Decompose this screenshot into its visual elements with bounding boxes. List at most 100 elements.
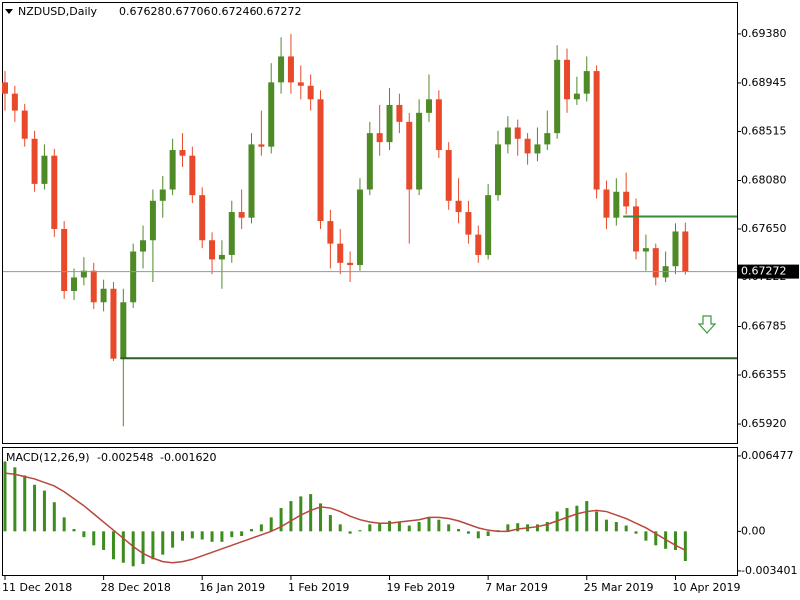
macd-bar xyxy=(595,511,599,532)
candle-body xyxy=(416,112,423,190)
macd-bar xyxy=(407,525,411,532)
y-tick-label: 0.68515 xyxy=(741,124,787,137)
macd-y-tick-label: 0.006477 xyxy=(741,449,794,462)
candle-body xyxy=(268,82,275,147)
macd-bar xyxy=(565,508,569,532)
macd-bar xyxy=(437,519,441,532)
macd-bar xyxy=(516,523,520,532)
macd-bar xyxy=(151,531,155,560)
candle-body xyxy=(199,195,206,241)
macd-bar xyxy=(378,523,382,532)
candle-body xyxy=(21,110,28,139)
macd-bar xyxy=(486,531,490,537)
macd-bar xyxy=(654,531,658,546)
macd-bar xyxy=(200,531,204,540)
macd-bar xyxy=(180,531,184,541)
candle-body xyxy=(159,189,166,201)
macd-bar xyxy=(338,524,342,532)
macd-bar xyxy=(683,531,687,562)
y-tick-label: 0.68080 xyxy=(741,173,787,186)
macd-bar xyxy=(348,531,352,534)
macd-bar xyxy=(506,524,510,532)
candle-body xyxy=(514,127,521,139)
macd-bar xyxy=(111,531,115,560)
candle-body xyxy=(376,133,383,143)
header-high: 0.67706 xyxy=(165,5,211,18)
macd-signal: -0.001620 xyxy=(160,451,216,464)
macd-main: -0.002548 xyxy=(97,451,153,464)
macd-bar xyxy=(190,531,194,539)
macd-bar xyxy=(624,525,628,532)
macd-bar xyxy=(269,517,273,532)
x-tick-label: 16 Jan 2019 xyxy=(199,581,265,594)
macd-label: MACD(12,26,9) xyxy=(6,451,90,464)
macd-bar xyxy=(328,515,332,532)
candle-body xyxy=(317,99,324,222)
macd-bar xyxy=(42,490,46,532)
candle-body xyxy=(593,71,600,190)
candle-body xyxy=(613,191,620,218)
macd-bar xyxy=(634,531,638,534)
macd-bar xyxy=(131,531,135,567)
candle-body xyxy=(425,99,432,113)
candle-body xyxy=(2,82,8,94)
macd-bar xyxy=(535,524,539,532)
candle-body xyxy=(495,144,501,196)
macd-bar xyxy=(141,531,145,564)
candle-body xyxy=(149,200,156,241)
macd-bar xyxy=(614,522,618,532)
macd-bar xyxy=(52,502,56,532)
candle-body xyxy=(179,150,186,156)
sell-arrow xyxy=(697,315,717,334)
macd-bar xyxy=(72,529,76,532)
macd-bar xyxy=(319,503,323,532)
macd-bar xyxy=(23,475,27,532)
candle-body xyxy=(445,150,452,201)
x-tick-label: 7 Mar 2019 xyxy=(485,581,548,594)
candle-body xyxy=(337,243,344,263)
candle-body xyxy=(51,155,58,229)
candle-body xyxy=(682,231,689,272)
current-price-label: 0.67272 xyxy=(741,265,787,278)
macd-bar xyxy=(417,522,421,532)
candle-body xyxy=(603,189,610,218)
menu-triangle[interactable] xyxy=(5,9,13,14)
macd-bar xyxy=(673,531,677,550)
candle-body xyxy=(287,56,294,83)
candle-body xyxy=(356,189,363,266)
macd-bar xyxy=(33,484,37,532)
candle-body xyxy=(189,155,196,196)
x-tick-label: 10 Apr 2019 xyxy=(672,581,740,594)
candle-body xyxy=(80,270,87,278)
candle-body xyxy=(61,228,68,291)
x-tick-label: 19 Feb 2019 xyxy=(387,581,455,594)
macd-bar xyxy=(92,531,96,546)
header-open: 0.67628 xyxy=(119,5,165,18)
candle-body xyxy=(169,150,176,190)
candle-body xyxy=(297,82,304,86)
header-close: 0.67272 xyxy=(256,5,302,18)
candle-body xyxy=(238,212,245,218)
candle-body xyxy=(209,240,216,260)
candle-body xyxy=(534,144,541,154)
macd-bar xyxy=(309,494,313,532)
y-tick-label: 0.67650 xyxy=(741,222,787,235)
candle-body xyxy=(652,248,659,278)
macd-bar xyxy=(457,529,461,532)
candle-body xyxy=(435,99,442,151)
candle-body xyxy=(130,251,137,303)
x-tick-label: 1 Feb 2019 xyxy=(288,581,349,594)
candle-body xyxy=(544,133,551,145)
macd-bar xyxy=(240,531,244,537)
x-tick-label: 28 Dec 2018 xyxy=(101,581,171,594)
y-tick-label: 0.66355 xyxy=(741,368,787,381)
candle-body xyxy=(465,212,472,235)
candle-body xyxy=(110,288,117,359)
x-tick-label: 11 Dec 2018 xyxy=(2,581,72,594)
macd-bar xyxy=(299,496,303,532)
macd-y-tick-label: -0.003401 xyxy=(741,564,797,577)
macd-bar xyxy=(466,531,470,534)
symbol: NZDUSD,Daily xyxy=(18,5,98,18)
